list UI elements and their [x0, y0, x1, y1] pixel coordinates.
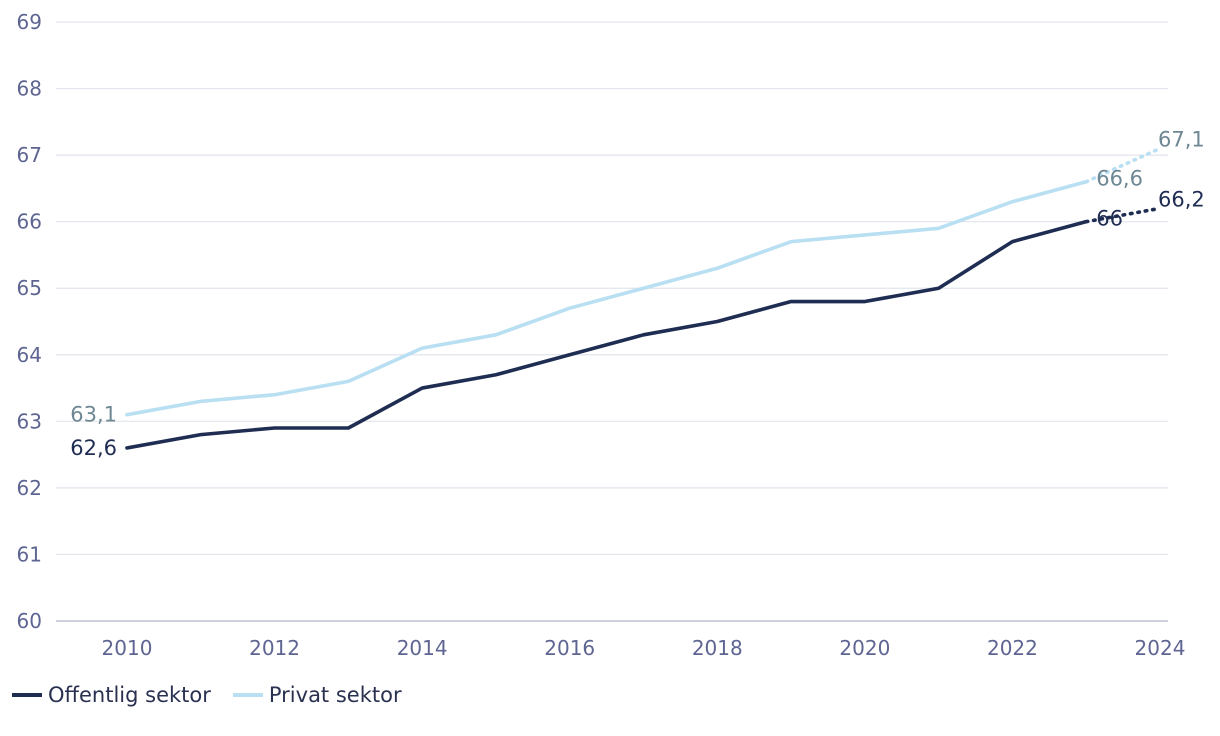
- legend-swatch-privat: [232, 693, 263, 697]
- y-tick-label-63: 63: [17, 409, 42, 433]
- data-label-offentlig-2023: 66: [1096, 207, 1123, 231]
- y-tick-label-67: 67: [17, 143, 42, 167]
- y-tick-label-68: 68: [17, 77, 42, 101]
- legend-label-offentlig: Offentlig sektor: [48, 683, 211, 707]
- series-lines: [125, 146, 1162, 450]
- x-tick-label-2020: 2020: [839, 636, 890, 660]
- x-tick-label-2010: 2010: [102, 636, 153, 660]
- legend-label-privat: Privat sektor: [268, 683, 402, 707]
- y-tick-label-60: 60: [17, 609, 42, 633]
- legend-item-privat: Privat sektor: [232, 683, 402, 707]
- x-axis: 2010 2012 2014 2016 2018 2020 2022 2024: [102, 636, 1186, 660]
- x-tick-label-2016: 2016: [544, 636, 595, 660]
- data-label-privat-2023: 66,6: [1096, 167, 1143, 191]
- data-label-privat-2024: 67,1: [1158, 127, 1205, 151]
- legend: Offentlig sektor Privat sektor: [12, 683, 424, 707]
- x-tick-label-2022: 2022: [987, 636, 1038, 660]
- y-tick-label-69: 69: [17, 10, 42, 34]
- data-labels: 62,6 66 66,2 63,1 66,6 67,1: [70, 127, 1205, 460]
- y-tick-label-64: 64: [17, 343, 42, 367]
- data-label-privat-2010: 63,1: [70, 403, 117, 427]
- y-tick-label-65: 65: [17, 276, 42, 300]
- y-tick-label-66: 66: [17, 210, 42, 234]
- series-line-privat: [125, 179, 1089, 417]
- data-label-offentlig-2024: 66,2: [1158, 187, 1205, 211]
- gridlines: [56, 21, 1168, 622]
- series-projection-privat: [1084, 146, 1162, 184]
- series-line-offentlig: [125, 219, 1089, 450]
- x-tick-label-2014: 2014: [397, 636, 448, 660]
- y-axis: 60 61 62 63 64 65 66 67 68 69: [17, 10, 42, 633]
- series-projection-offentlig: [1084, 206, 1162, 224]
- data-label-offentlig-2010: 62,6: [70, 436, 117, 460]
- x-tick-label-2018: 2018: [692, 636, 743, 660]
- y-tick-label-62: 62: [17, 476, 42, 500]
- legend-item-offentlig: Offentlig sektor: [12, 683, 211, 707]
- x-tick-label-2012: 2012: [249, 636, 300, 660]
- y-tick-label-61: 61: [17, 542, 42, 566]
- x-tick-label-2024: 2024: [1135, 636, 1186, 660]
- legend-swatch-offentlig: [12, 693, 42, 697]
